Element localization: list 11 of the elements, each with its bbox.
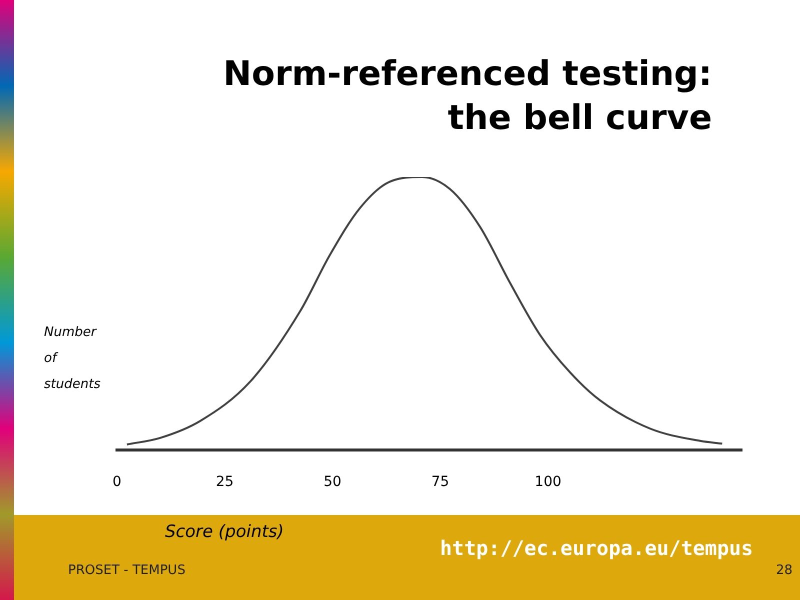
x-tick-label: 75: [431, 474, 450, 490]
x-tick-label: 0: [112, 474, 122, 490]
text: http://ec.europa.eu/tempus: [440, 536, 754, 560]
x-axis-title: Score (points): [165, 522, 284, 542]
x-tick-label: 25: [216, 474, 234, 490]
text: 28: [776, 563, 793, 578]
y-axis-title: Number of students: [44, 324, 100, 394]
chart-title: Norm-referenced testing: the bell curve: [223, 53, 712, 140]
x-tick-label: 100: [534, 474, 562, 490]
text: PROSET - TEMPUS: [68, 563, 186, 578]
x-tick-label: 50: [324, 474, 342, 490]
